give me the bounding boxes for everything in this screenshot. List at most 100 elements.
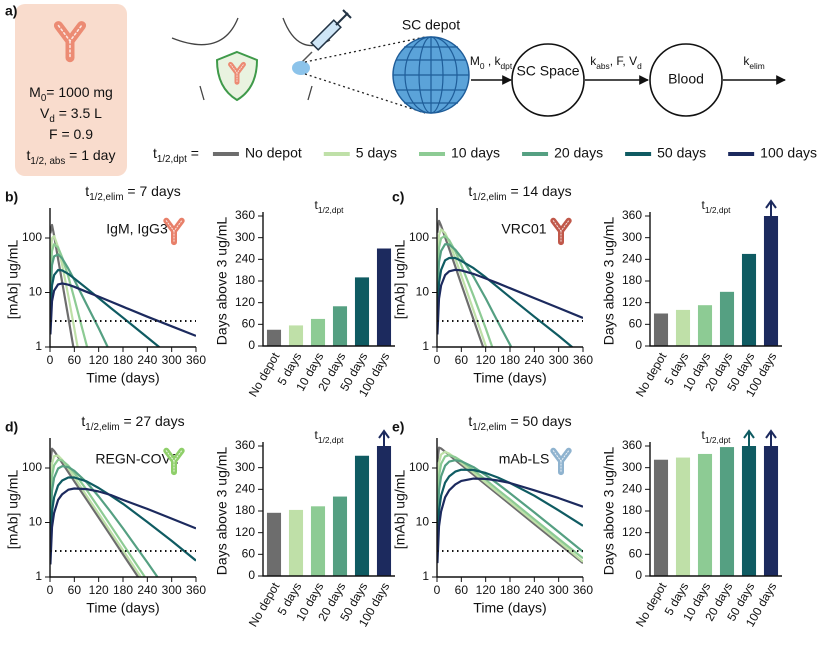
parameter: F = 0.9 <box>49 126 93 142</box>
panel-label: c) <box>392 189 404 205</box>
parameter-part: 0 <box>41 93 47 104</box>
x-tick-label: 360 <box>186 353 206 367</box>
y-tick-label: 300 <box>622 230 642 244</box>
x-tick-label: 300 <box>549 353 569 367</box>
bar <box>332 306 348 346</box>
y-tick-label: 60 <box>629 547 643 561</box>
bar <box>763 446 779 576</box>
legend-label: 10 days <box>451 145 500 161</box>
legend-label: 50 days <box>657 145 706 161</box>
panel-label: a) <box>5 3 17 19</box>
bar <box>288 325 304 346</box>
chart-title: t1/2,elim = 50 days <box>468 413 571 433</box>
chart-title-part: t <box>85 183 89 199</box>
depot-label: SC depot <box>402 17 460 33</box>
rate-label-part: k <box>590 54 597 68</box>
annotation: REGN-COV2 <box>95 451 178 467</box>
legend-title-part: 1/2,dpt <box>157 154 187 165</box>
y-axis-label: [mAb] ug/mL <box>392 470 408 550</box>
series-line <box>437 450 583 563</box>
compartment <box>511 43 585 117</box>
series-line <box>50 447 140 577</box>
bar <box>653 459 669 576</box>
bar <box>675 309 691 346</box>
series-line <box>50 458 147 577</box>
annotation: IgM, IgG3 <box>106 221 168 237</box>
x-axis-label: Time (days) <box>473 600 546 616</box>
chart-title-part: t <box>81 413 85 429</box>
y-tick-label: 60 <box>242 547 256 561</box>
x-tick-label: 180 <box>113 583 133 597</box>
x-tick-label: 0 <box>47 583 54 597</box>
x-axis-label: Time (days) <box>86 600 159 616</box>
rate-label: M0 , kdpt <box>470 54 513 71</box>
rate-label: kabs, F, Vd <box>590 54 642 71</box>
series-line <box>50 487 196 565</box>
x-tick-label: 120 <box>89 583 109 597</box>
x-tick-label: 120 <box>476 583 496 597</box>
bar <box>719 447 735 576</box>
chart-title: t1/2,elim = 27 days <box>81 413 184 433</box>
parameter-part: = 1 day <box>65 147 115 163</box>
chart-title: t1/2,elim = 7 days <box>85 183 180 203</box>
parameter-part: = 1000 mg <box>46 84 113 100</box>
rate-label-part: M <box>470 54 480 68</box>
zoom-lines <box>304 36 426 114</box>
chart-title-part: 1/2,dpt <box>705 205 731 215</box>
y-tick-label: 0 <box>635 338 642 352</box>
y-tick-label: 240 <box>235 252 255 266</box>
chart-title-part: 1/2,elim <box>85 422 119 433</box>
chart-title-part: = 27 days <box>120 413 185 429</box>
bar <box>310 318 326 346</box>
bar <box>354 277 370 346</box>
chart-title-part: = 7 days <box>124 183 181 199</box>
parameter-part: = 3.5 L <box>55 105 102 121</box>
y-tick-label: 1 <box>35 339 42 353</box>
x-axis-label: Time (days) <box>473 370 546 386</box>
rate-label-part: d <box>637 61 642 71</box>
y-tick-label: 180 <box>622 503 642 517</box>
y-tick-label: 300 <box>622 460 642 474</box>
panel-label: d) <box>5 419 18 435</box>
series-line <box>50 268 161 347</box>
series-line <box>437 477 583 564</box>
rate-label-part: dpt <box>501 61 513 71</box>
open-ended-arrow <box>743 429 755 446</box>
x-tick-label: 300 <box>549 583 569 597</box>
axes <box>262 442 395 577</box>
x-tick-label: 60 <box>68 353 82 367</box>
parameter-part: d <box>49 114 54 125</box>
legend-title-part: = <box>187 145 199 161</box>
y-tick-label: 180 <box>235 273 255 287</box>
x-tick-label: 240 <box>137 583 157 597</box>
x-tick-label: 0 <box>434 583 441 597</box>
y-tick-label: 100 <box>22 460 42 474</box>
axes <box>49 438 196 578</box>
x-tick-label: 180 <box>113 353 133 367</box>
bar <box>697 453 713 576</box>
y-tick-label: 360 <box>235 438 255 452</box>
bar <box>719 291 735 346</box>
chart-title-part: t <box>702 428 706 442</box>
parameter-part: F = 0.9 <box>49 126 93 142</box>
x-tick-label: 0 <box>47 353 54 367</box>
chart-title-part: 1/2,dpt <box>705 435 731 445</box>
depot-globe <box>392 36 470 114</box>
legend-title-part: t <box>153 145 157 161</box>
y-tick-label: 100 <box>22 230 42 244</box>
x-tick-label: 240 <box>524 353 544 367</box>
x-tick-label: 360 <box>186 583 206 597</box>
open-ended-arrow <box>378 429 390 446</box>
chart-title-part: t <box>315 428 319 442</box>
panel-label: b) <box>5 189 18 205</box>
series-line <box>437 256 574 347</box>
bar <box>675 457 691 576</box>
y-tick-label: 180 <box>235 503 255 517</box>
x-tick-label: 180 <box>500 353 520 367</box>
y-tick-label: 1 <box>35 569 42 583</box>
x-tick-label: 120 <box>89 353 109 367</box>
x-tick-label: 360 <box>573 583 593 597</box>
axes <box>436 208 583 348</box>
compartment-label: SC Space <box>516 63 579 79</box>
parameter-part: M <box>29 84 41 100</box>
